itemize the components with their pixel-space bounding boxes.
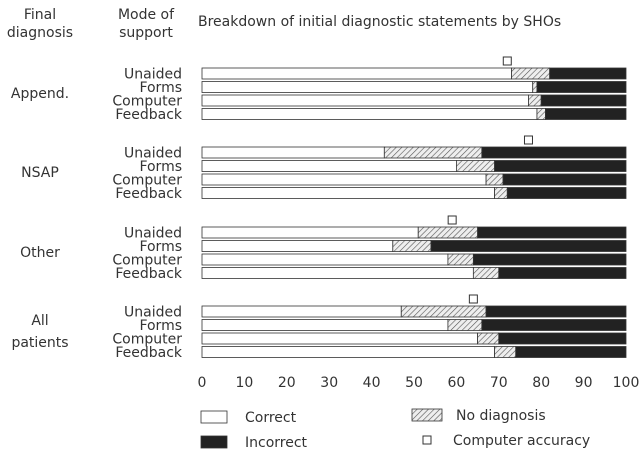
x-tick-label: 90 <box>575 375 593 391</box>
bar-segment <box>447 319 483 331</box>
bar-segment <box>536 108 546 120</box>
category-label: Feedback <box>115 266 183 282</box>
category-label: Feedback <box>115 186 183 202</box>
x-tick-label: 70 <box>490 375 508 391</box>
bar-segment <box>545 108 627 120</box>
bar-segment <box>494 160 627 172</box>
computer-accuracy-marker <box>447 215 457 225</box>
bar-segment <box>201 319 449 331</box>
bar-segment <box>506 187 627 199</box>
bar-segment <box>485 173 504 186</box>
category-label: Computer <box>112 94 182 110</box>
bar-segment <box>532 81 538 93</box>
bar-segment <box>201 267 474 279</box>
bar-segment <box>201 108 538 120</box>
bar-segment <box>417 226 478 239</box>
bar-segment <box>528 94 542 107</box>
category-label: Computer <box>112 173 182 189</box>
x-tick-label: 100 <box>613 375 640 391</box>
bar-segment <box>201 81 534 93</box>
x-tick-label: 50 <box>405 375 423 391</box>
bar-segment <box>430 240 627 252</box>
bar-segment <box>392 240 432 252</box>
x-tick-label: 30 <box>320 375 338 391</box>
computer-accuracy-marker <box>468 294 478 304</box>
bar-segment <box>481 319 627 331</box>
bar-segment <box>540 94 627 107</box>
legend-label: No diagnosis <box>456 408 546 424</box>
category-label: Forms <box>139 239 182 255</box>
bar-segment <box>201 305 402 318</box>
legend-label: Correct <box>245 410 297 426</box>
bar-segment <box>477 226 627 239</box>
bar-segment <box>400 305 487 318</box>
bar-segment <box>515 346 627 358</box>
bar-segment <box>485 305 627 318</box>
bar-segment <box>511 67 551 80</box>
bar-segment <box>201 160 457 172</box>
category-label: Forms <box>139 159 182 175</box>
legend-swatch <box>422 435 432 445</box>
bar-segment <box>201 253 449 266</box>
bar-segment <box>201 346 495 358</box>
group-label: patients <box>11 335 68 351</box>
group-header: diagnosis <box>7 25 73 41</box>
category-label: Feedback <box>115 107 183 123</box>
bar-segment <box>494 346 517 358</box>
bar-segment <box>536 81 627 93</box>
bar-segment <box>498 267 627 279</box>
bar-segment <box>201 187 495 199</box>
legend-label: Computer accuracy <box>453 433 590 449</box>
category-label: Computer <box>112 253 182 269</box>
computer-accuracy-marker <box>523 135 533 145</box>
category-header: Mode of <box>118 7 175 23</box>
category-label: Unaided <box>124 146 182 162</box>
chart-title: Breakdown of initial diagnostic statemen… <box>198 14 561 30</box>
bar-segment <box>472 253 627 266</box>
bar-segment <box>201 240 394 252</box>
bar-segment <box>201 226 419 239</box>
bar-segment <box>549 67 627 80</box>
category-label: Unaided <box>124 305 182 321</box>
bar-segment <box>201 146 385 159</box>
bar-segment <box>201 94 529 107</box>
bar-segment <box>477 332 500 345</box>
x-tick-label: 80 <box>532 375 550 391</box>
group-label: Append. <box>11 86 69 102</box>
bar-segment <box>201 173 487 186</box>
bar-segment <box>502 173 627 186</box>
x-tick-label: 60 <box>447 375 465 391</box>
category-label: Forms <box>139 80 182 96</box>
bar-segment <box>201 332 479 345</box>
bar-segment <box>494 187 508 199</box>
bar-segment <box>472 267 500 279</box>
x-tick-label: 0 <box>198 375 207 391</box>
legend-swatch <box>200 435 228 449</box>
group-label: Other <box>20 245 60 261</box>
x-tick-label: 40 <box>363 375 381 391</box>
category-label: Computer <box>112 332 182 348</box>
legend-label: Incorrect <box>245 435 308 451</box>
bar-segment <box>481 146 627 159</box>
category-header: support <box>119 25 173 41</box>
category-label: Feedback <box>115 345 183 361</box>
computer-accuracy-marker <box>502 56 512 66</box>
group-header: Final <box>24 7 56 23</box>
bar-segment <box>383 146 483 159</box>
x-tick-label: 20 <box>278 375 296 391</box>
bar-segment <box>498 332 627 345</box>
bar-segment <box>447 253 474 266</box>
category-label: Unaided <box>124 67 182 83</box>
legend-swatch <box>200 410 228 424</box>
x-tick-label: 10 <box>235 375 253 391</box>
category-label: Unaided <box>124 226 182 242</box>
category-label: Forms <box>139 318 182 334</box>
group-label: All <box>31 313 48 329</box>
legend-swatch <box>411 408 443 422</box>
group-label: NSAP <box>21 165 59 181</box>
bar-segment <box>455 160 495 172</box>
bar-segment <box>201 67 512 80</box>
